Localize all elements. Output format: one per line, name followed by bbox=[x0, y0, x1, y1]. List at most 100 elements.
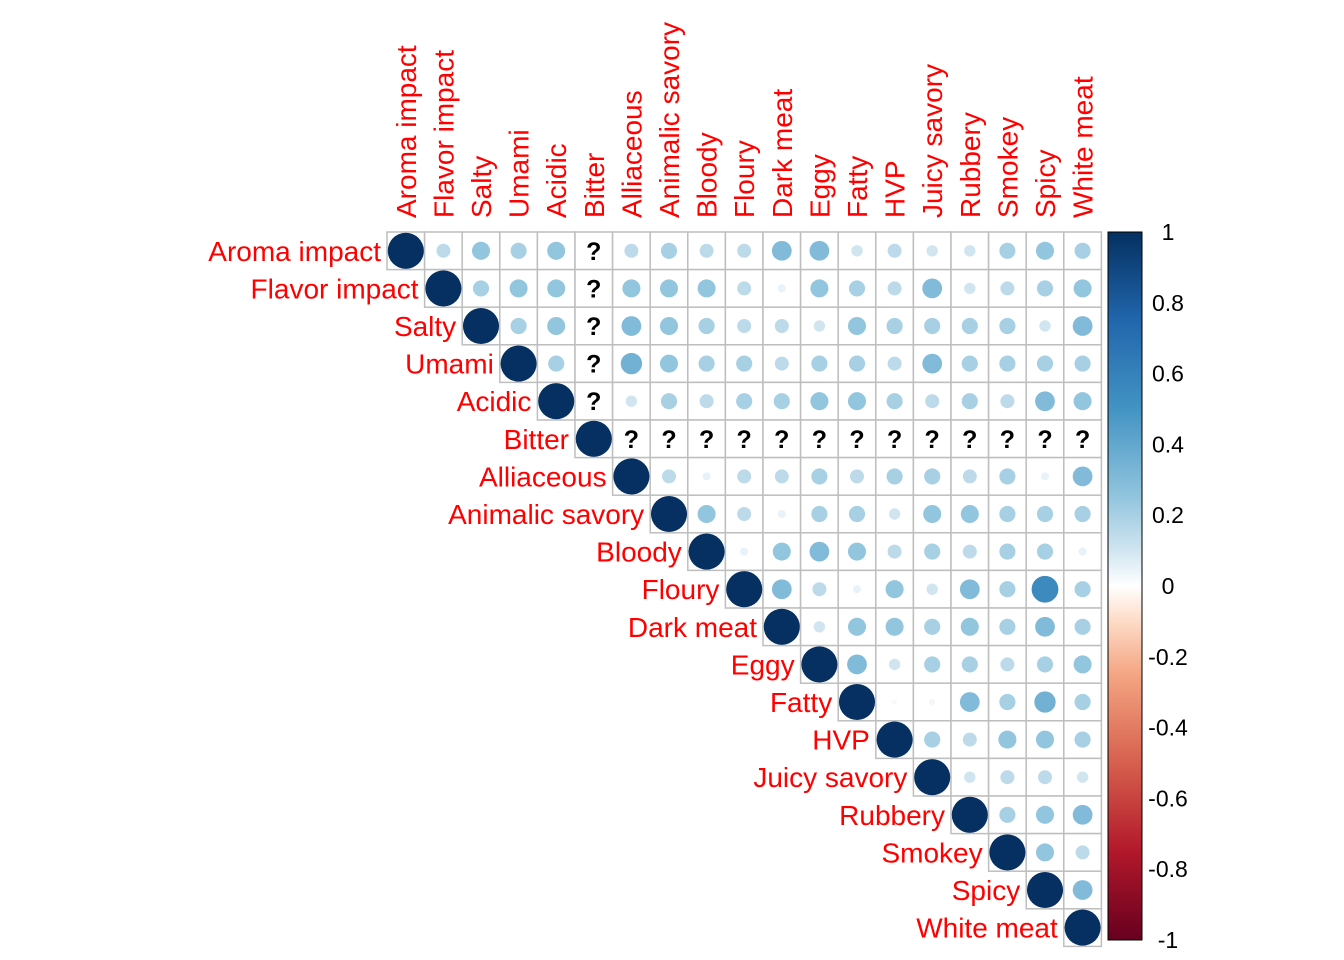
corr-circle-juicy-savory-smokey bbox=[1000, 770, 1015, 785]
missing-marker-bitter-juicy-savory: ? bbox=[925, 426, 940, 454]
corr-circle-bloody-white-meat bbox=[1078, 547, 1087, 556]
corr-circle-salty-salty bbox=[462, 307, 500, 345]
column-label-fatty: Fatty bbox=[842, 156, 873, 218]
column-label-alliaceous: Alliaceous bbox=[616, 90, 647, 218]
corr-circle-hvp-rubbery bbox=[962, 732, 977, 747]
corr-circle-animalic-savory-white-meat bbox=[1074, 505, 1091, 523]
corr-circle-dark-meat-white-meat bbox=[1074, 618, 1091, 635]
missing-marker-aroma-impact-bitter: ? bbox=[586, 238, 601, 266]
corr-circle-aroma-impact-spicy bbox=[1035, 241, 1055, 260]
corr-circle-fatty-fatty bbox=[838, 683, 876, 721]
column-label-flavor-impact: Flavor impact bbox=[428, 50, 459, 218]
column-label-animalic-savory: Animalic savory bbox=[654, 22, 685, 218]
corr-circle-flavor-impact-animalic-savory bbox=[659, 279, 679, 298]
row-label-bloody: Bloody bbox=[596, 537, 682, 568]
row-label-umami: Umami bbox=[405, 349, 494, 380]
corr-circle-umami-dark-meat bbox=[774, 356, 789, 371]
corr-circle-salty-umami bbox=[510, 317, 527, 335]
grid-cell bbox=[912, 419, 952, 459]
corr-circle-aroma-impact-fatty bbox=[851, 245, 863, 257]
corr-circle-acidic-juicy-savory bbox=[925, 394, 940, 409]
corr-circle-smokey-spicy bbox=[1035, 843, 1055, 862]
grid-layer bbox=[386, 231, 1103, 948]
corr-circle-acidic-bloody bbox=[699, 394, 714, 409]
grid-cell bbox=[687, 419, 727, 459]
grid-cell bbox=[762, 381, 802, 421]
row-label-dark-meat: Dark meat bbox=[628, 612, 757, 643]
corr-circle-bloody-hvp bbox=[887, 544, 902, 559]
corr-circle-bloody-smokey bbox=[999, 543, 1016, 560]
corr-circle-alliaceous-fatty bbox=[850, 469, 864, 484]
corr-circle-dark-meat-fatty bbox=[847, 617, 867, 636]
corr-circle-floury-white-meat bbox=[1074, 581, 1091, 598]
corr-circle-acidic-eggy bbox=[810, 392, 829, 411]
corr-circle-dark-meat-rubbery bbox=[960, 617, 979, 636]
corr-circle-animalic-savory-juicy-savory bbox=[923, 504, 942, 524]
corr-circle-bloody-floury bbox=[740, 547, 749, 556]
corr-circle-flavor-impact-bloody bbox=[697, 279, 716, 298]
corr-circle-acidic-white-meat bbox=[1073, 392, 1092, 411]
corr-circle-acidic-hvp bbox=[886, 393, 903, 410]
corr-circle-animalic-savory-fatty bbox=[848, 505, 866, 523]
corr-circle-floury-juicy-savory bbox=[926, 583, 938, 595]
marks-layer: ?????????????????? bbox=[387, 232, 1101, 946]
corr-circle-animalic-savory-eggy bbox=[811, 505, 828, 523]
corr-circle-umami-eggy bbox=[811, 355, 828, 372]
corr-circle-aroma-impact-flavor-impact bbox=[436, 243, 451, 258]
corr-circle-salty-dark-meat bbox=[774, 319, 789, 333]
corr-circle-acidic-rubbery bbox=[961, 393, 978, 410]
corr-circle-acidic-alliaceous bbox=[625, 395, 638, 407]
corr-circle-fatty-smokey bbox=[999, 693, 1016, 711]
corr-circle-salty-hvp bbox=[886, 317, 903, 335]
row-label-salty: Salty bbox=[394, 311, 456, 342]
column-label-bitter: Bitter bbox=[579, 153, 610, 218]
corr-circle-dark-meat-spicy bbox=[1035, 616, 1055, 637]
corr-circle-acidic-floury bbox=[736, 393, 753, 410]
grid-cell bbox=[611, 419, 651, 459]
corr-circle-fatty-hvp bbox=[892, 699, 898, 705]
corr-circle-umami-juicy-savory bbox=[922, 353, 943, 374]
colorbar-tick-label: 0.8 bbox=[1152, 290, 1184, 316]
corr-circle-aroma-impact-white-meat bbox=[1074, 242, 1091, 259]
corr-circle-floury-spicy bbox=[1031, 575, 1059, 603]
corr-circle-juicy-savory-rubbery bbox=[964, 771, 976, 783]
corr-circle-aroma-impact-salty bbox=[471, 241, 491, 260]
corr-circle-floury-floury bbox=[726, 571, 763, 608]
column-label-white-meat: White meat bbox=[1068, 76, 1099, 218]
corr-circle-alliaceous-bloody bbox=[702, 472, 711, 481]
corr-circle-hvp-white-meat bbox=[1074, 731, 1091, 748]
corr-circle-flavor-impact-juicy-savory bbox=[922, 278, 943, 299]
corr-circle-aroma-impact-dark-meat bbox=[771, 240, 792, 261]
corr-circle-floury-eggy bbox=[812, 582, 827, 597]
corr-circle-umami-rubbery bbox=[961, 355, 978, 372]
corr-circle-eggy-smokey bbox=[1000, 657, 1015, 672]
corr-circle-umami-acidic bbox=[548, 355, 565, 372]
corr-circle-umami-white-meat bbox=[1074, 355, 1091, 372]
corr-circle-floury-rubbery bbox=[959, 579, 980, 600]
corr-circle-flavor-impact-hvp bbox=[887, 281, 902, 296]
missing-marker-bitter-rubbery: ? bbox=[962, 426, 977, 454]
corr-circle-animalic-savory-smokey bbox=[999, 505, 1016, 523]
corr-circle-bloody-spicy bbox=[1036, 543, 1054, 560]
corr-circle-flavor-impact-umami bbox=[509, 279, 528, 298]
corr-circle-fatty-spicy bbox=[1034, 691, 1056, 713]
row-label-bitter: Bitter bbox=[504, 424, 569, 455]
corr-circle-bloody-bloody bbox=[688, 533, 725, 570]
corr-circle-salty-bloody bbox=[698, 317, 715, 335]
corr-circle-alliaceous-animalic-savory bbox=[662, 469, 676, 484]
row-label-white-meat: White meat bbox=[916, 913, 1058, 944]
corr-circle-alliaceous-floury bbox=[737, 469, 752, 484]
missing-marker-bitter-hvp: ? bbox=[887, 426, 902, 454]
corr-circle-salty-acidic bbox=[547, 316, 566, 336]
corr-circle-flavor-impact-floury bbox=[737, 281, 752, 296]
corr-circle-acidic-spicy bbox=[1035, 391, 1055, 412]
colorbar-tick-label: -0.2 bbox=[1148, 644, 1188, 670]
corr-circle-flavor-impact-alliaceous bbox=[622, 279, 641, 298]
corr-circle-salty-animalic-savory bbox=[659, 316, 679, 336]
corr-circle-fatty-juicy-savory bbox=[929, 698, 936, 706]
corr-circle-umami-hvp bbox=[887, 356, 902, 371]
corr-circle-aroma-impact-animalic-savory bbox=[660, 242, 678, 259]
missing-marker-bitter-dark-meat: ? bbox=[774, 426, 789, 454]
corr-circle-aroma-impact-acidic bbox=[547, 241, 566, 260]
column-label-floury: Floury bbox=[729, 140, 760, 218]
